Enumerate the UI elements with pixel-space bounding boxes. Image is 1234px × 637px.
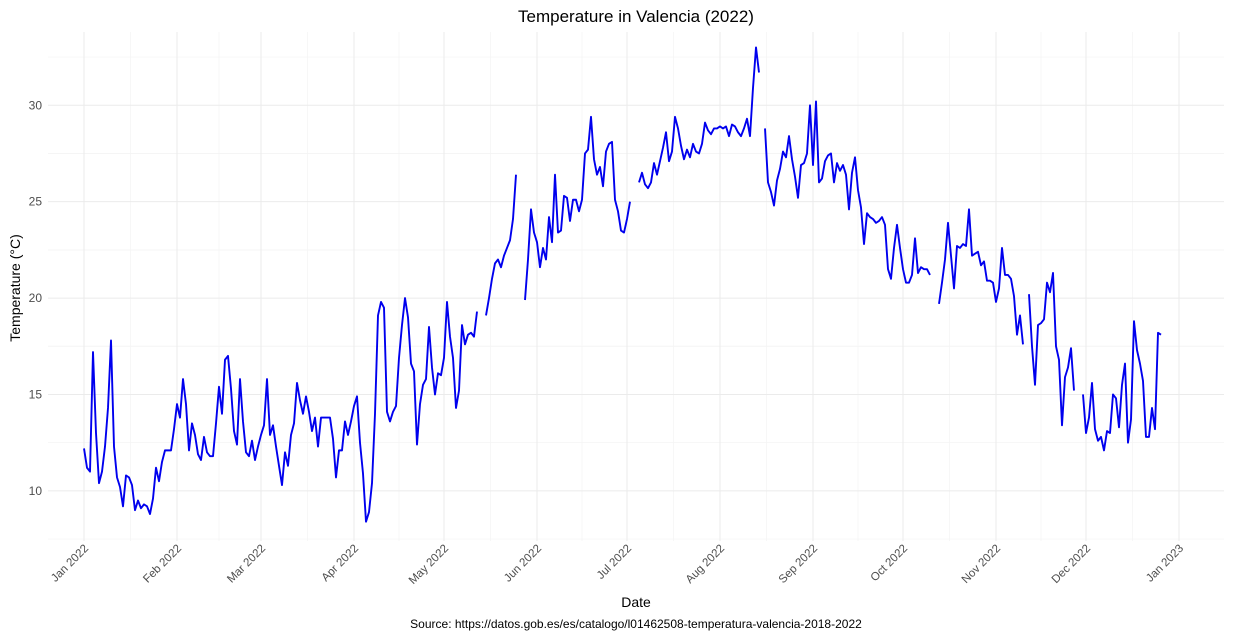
x-tick-label: Jan 2022 — [49, 543, 91, 585]
x-tick-label: Oct 2022 — [869, 543, 910, 584]
series-line-segment — [1082, 320, 1162, 452]
x-tick-label: Dec 2022 — [1050, 543, 1093, 586]
series-line-segment — [638, 46, 760, 190]
x-tick-label: May 2022 — [407, 543, 451, 587]
y-axis-label: Temperature (°C) — [7, 234, 23, 342]
y-tick-label: 25 — [29, 195, 43, 209]
series-temperature — [83, 46, 1162, 523]
x-tick-label: Jan 2023 — [1144, 543, 1186, 585]
y-axis-ticks: 10 15 20 25 30 — [29, 98, 43, 498]
series-line-segment — [1028, 272, 1075, 427]
y-tick-label: 20 — [29, 291, 43, 305]
series-line-segment — [764, 100, 931, 284]
x-tick-label: Jun 2022 — [502, 543, 544, 585]
y-tick-label: 30 — [29, 98, 43, 112]
x-tick-label: Mar 2022 — [225, 543, 268, 586]
y-tick-label: 10 — [29, 484, 43, 498]
series-line-segment — [938, 208, 1024, 345]
x-axis-ticks: Jan 2022 Feb 2022 Mar 2022 Apr 2022 May 2022… — [49, 543, 1186, 587]
x-tick-label: Jul 2022 — [595, 543, 634, 582]
series-line-segment — [83, 297, 478, 523]
series-line-segment — [485, 174, 517, 316]
x-tick-label: Feb 2022 — [141, 543, 184, 586]
source-caption: Source: https://datos.gob.es/es/catalogo… — [410, 617, 862, 631]
x-tick-label: Apr 2022 — [320, 543, 361, 584]
x-tick-label: Nov 2022 — [960, 543, 1003, 586]
x-tick-label: Aug 2022 — [684, 543, 727, 586]
grid — [48, 32, 1224, 541]
chart-title: Temperature in Valencia (2022) — [518, 7, 754, 26]
x-tick-label: Sep 2022 — [777, 543, 820, 586]
x-axis-label: Date — [621, 594, 651, 610]
y-tick-label: 15 — [29, 387, 43, 401]
series-line-segment — [524, 115, 631, 301]
